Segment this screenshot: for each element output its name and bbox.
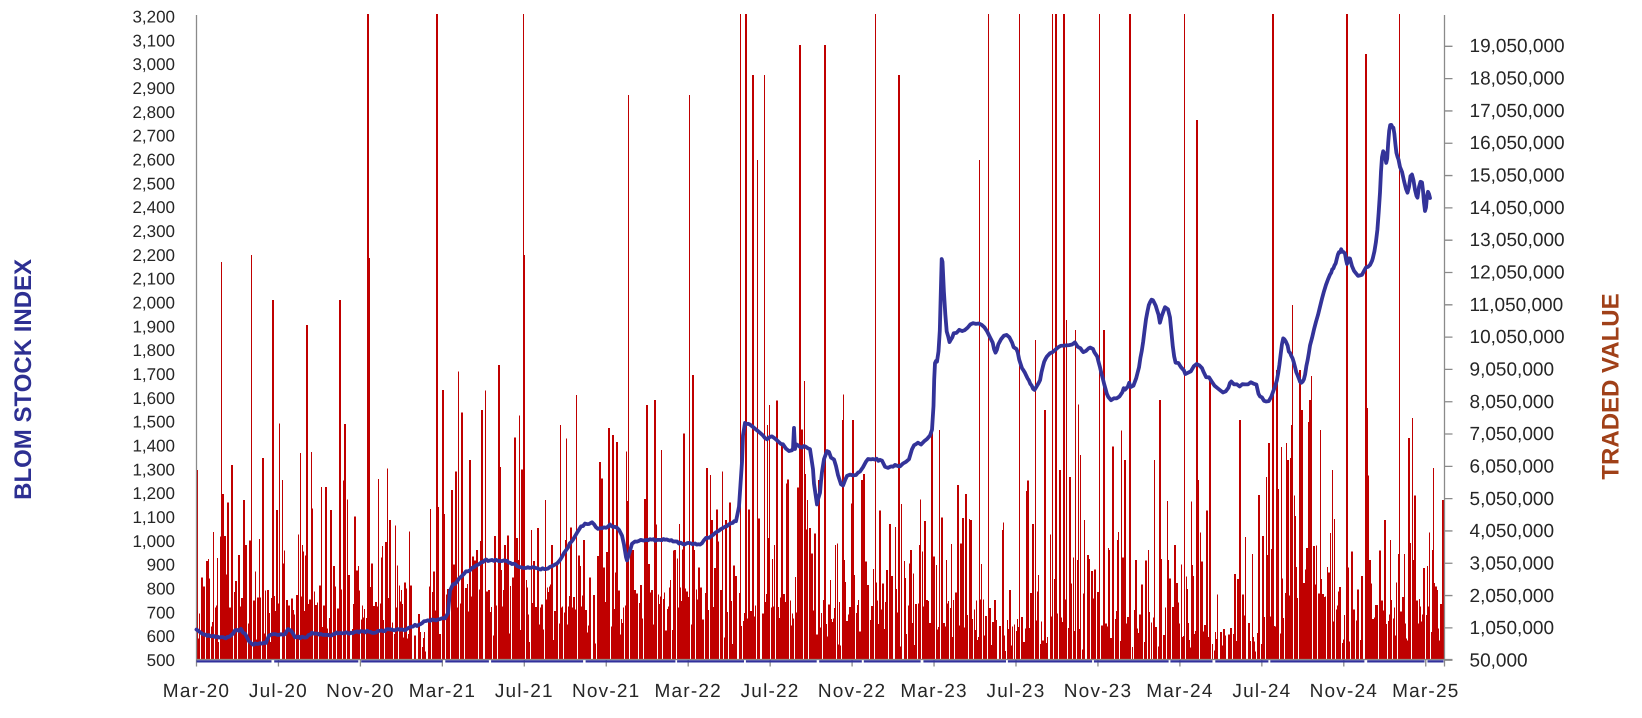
svg-text:800: 800 <box>147 580 175 599</box>
svg-text:Jul-20: Jul-20 <box>249 681 308 702</box>
svg-text:12,050,000: 12,050,000 <box>1470 263 1565 284</box>
svg-text:500: 500 <box>147 651 175 670</box>
svg-text:9,050,000: 9,050,000 <box>1470 360 1555 381</box>
svg-text:2,000: 2,000 <box>132 294 175 313</box>
svg-text:6,050,000: 6,050,000 <box>1470 457 1555 478</box>
svg-text:16,050,000: 16,050,000 <box>1470 133 1565 154</box>
svg-text:1,400: 1,400 <box>132 437 175 456</box>
svg-text:3,000: 3,000 <box>132 55 175 74</box>
svg-text:2,300: 2,300 <box>132 222 175 241</box>
svg-text:2,100: 2,100 <box>132 270 175 289</box>
svg-text:Jul-23: Jul-23 <box>987 681 1046 702</box>
svg-text:700: 700 <box>147 603 175 622</box>
svg-text:2,050,000: 2,050,000 <box>1470 586 1555 607</box>
svg-text:Mar-25: Mar-25 <box>1392 681 1459 702</box>
svg-text:BLOM STOCK INDEX: BLOM STOCK INDEX <box>10 259 37 500</box>
svg-text:Nov-22: Nov-22 <box>818 681 886 702</box>
svg-text:2,400: 2,400 <box>132 198 175 217</box>
svg-text:18,050,000: 18,050,000 <box>1470 69 1565 90</box>
svg-text:Mar-22: Mar-22 <box>655 681 722 702</box>
svg-text:7,050,000: 7,050,000 <box>1470 424 1555 445</box>
svg-text:TRADED VALUE: TRADED VALUE <box>1598 293 1625 479</box>
svg-text:Nov-21: Nov-21 <box>572 681 640 702</box>
svg-text:2,900: 2,900 <box>132 79 175 98</box>
svg-text:2,200: 2,200 <box>132 246 175 265</box>
svg-text:1,300: 1,300 <box>132 460 175 479</box>
svg-text:5,050,000: 5,050,000 <box>1470 489 1555 510</box>
svg-text:1,000: 1,000 <box>132 532 175 551</box>
svg-text:2,500: 2,500 <box>132 174 175 193</box>
svg-text:1,700: 1,700 <box>132 365 175 384</box>
svg-text:50,000: 50,000 <box>1470 651 1528 672</box>
svg-text:10,050,000: 10,050,000 <box>1470 327 1565 348</box>
svg-text:1,800: 1,800 <box>132 341 175 360</box>
svg-text:Nov-24: Nov-24 <box>1310 681 1378 702</box>
svg-text:11,050,000: 11,050,000 <box>1470 295 1564 316</box>
svg-text:8,050,000: 8,050,000 <box>1470 392 1555 413</box>
svg-text:900: 900 <box>147 556 175 575</box>
svg-text:Nov-20: Nov-20 <box>326 681 394 702</box>
svg-text:Jul-22: Jul-22 <box>741 681 800 702</box>
svg-text:1,900: 1,900 <box>132 317 175 336</box>
svg-text:3,200: 3,200 <box>132 8 175 27</box>
svg-text:1,600: 1,600 <box>132 389 175 408</box>
svg-text:19,050,000: 19,050,000 <box>1470 36 1565 57</box>
svg-text:1,050,000: 1,050,000 <box>1470 618 1555 639</box>
svg-text:2,700: 2,700 <box>132 127 175 146</box>
svg-text:3,050,000: 3,050,000 <box>1470 554 1555 575</box>
svg-text:2,800: 2,800 <box>132 103 175 122</box>
svg-text:Jul-24: Jul-24 <box>1232 681 1291 702</box>
svg-text:15,050,000: 15,050,000 <box>1470 166 1565 187</box>
svg-text:1,200: 1,200 <box>132 484 175 503</box>
svg-text:14,050,000: 14,050,000 <box>1470 198 1565 219</box>
svg-text:Mar-21: Mar-21 <box>409 681 476 702</box>
svg-text:3,100: 3,100 <box>132 31 175 50</box>
svg-text:600: 600 <box>147 627 175 646</box>
svg-text:4,050,000: 4,050,000 <box>1470 521 1555 542</box>
svg-text:Mar-23: Mar-23 <box>900 681 967 702</box>
svg-text:13,050,000: 13,050,000 <box>1470 230 1565 251</box>
svg-text:Jul-21: Jul-21 <box>495 681 554 702</box>
svg-text:2,600: 2,600 <box>132 151 175 170</box>
svg-text:17,050,000: 17,050,000 <box>1470 101 1565 122</box>
svg-text:1,100: 1,100 <box>132 508 175 527</box>
svg-text:Mar-20: Mar-20 <box>163 681 230 702</box>
svg-text:1,500: 1,500 <box>132 413 175 432</box>
svg-text:Nov-23: Nov-23 <box>1064 681 1132 702</box>
svg-text:Mar-24: Mar-24 <box>1146 681 1213 702</box>
